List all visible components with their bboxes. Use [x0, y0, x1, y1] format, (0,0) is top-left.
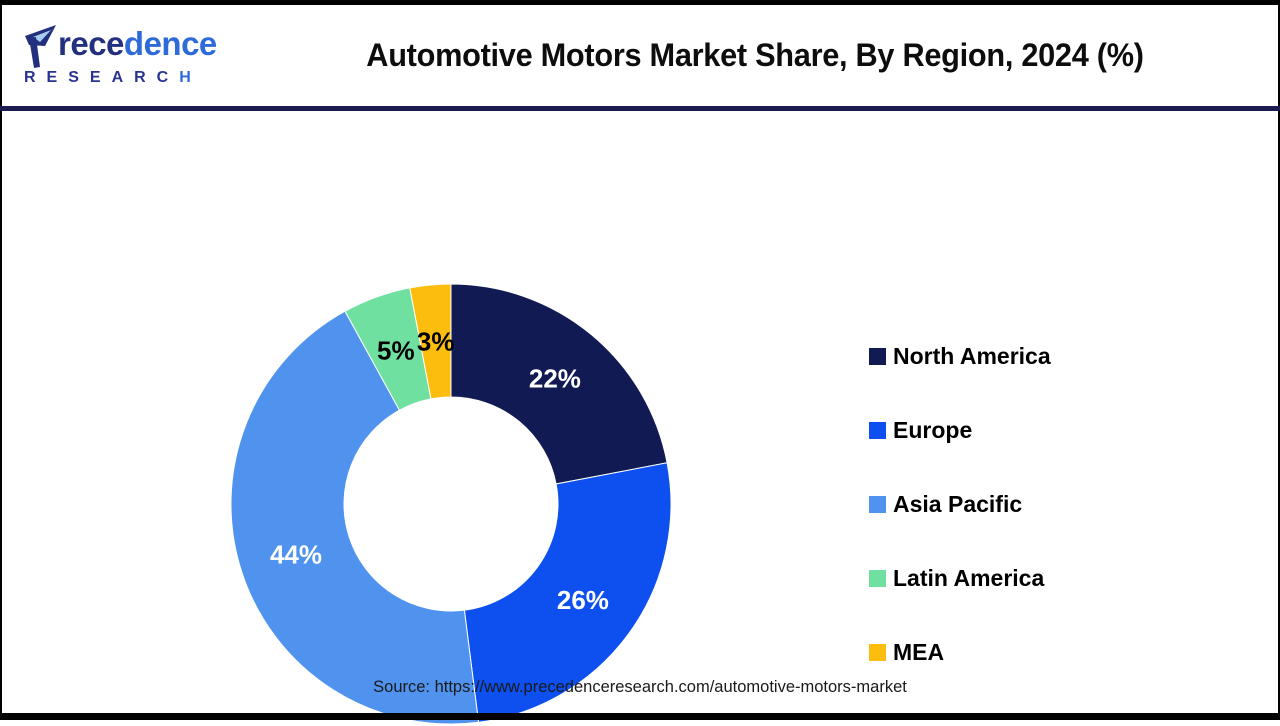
logo-leaf-icon — [25, 25, 56, 68]
slice-label-asia-pacific: 44% — [270, 539, 322, 569]
legend-label-latin-america: Latin America — [893, 565, 1045, 591]
chart-legend: North America Europe Asia Pacific Latin Ame… — [869, 343, 1051, 713]
donut-chart: 22% 26% 44% 5% 3% — [230, 283, 672, 725]
source-citation: Source: https://www.precedenceresearch.c… — [373, 678, 907, 696]
legend-swatch-mea — [869, 644, 886, 661]
header-divider-bar — [0, 106, 1280, 111]
logo-word-blue: dence — [123, 25, 217, 62]
precedence-research-logo: recedence RESEARCH — [24, 24, 230, 87]
slice-label-mea: 3% — [417, 327, 455, 357]
logo-word: recedence — [58, 24, 217, 64]
slice-label-latin-america: 5% — [377, 336, 415, 366]
slice-label-north-america: 22% — [529, 363, 581, 393]
chart-area: 22% 26% 44% 5% 3% North America Europe Asia Pa… — [2, 111, 1278, 725]
donut-slice-mea — [409, 283, 452, 400]
legend-swatch-north-america — [869, 348, 886, 365]
donut-slice-north-america — [450, 283, 668, 485]
logo-subtitle-navy: RESEARC — [24, 69, 180, 86]
legend-item-mea: MEA — [869, 639, 1051, 666]
left-border — [0, 0, 2, 720]
legend-label-asia-pacific: Asia Pacific — [893, 491, 1023, 517]
legend-swatch-asia-pacific — [869, 496, 886, 513]
chart-title: Automotive Motors Market Share, By Regio… — [366, 37, 1144, 73]
legend-item-north-america: North America — [869, 343, 1051, 370]
logo-subtitle: RESEARCH — [24, 69, 230, 87]
logo-word-navy: rece — [58, 25, 124, 62]
legend-item-asia-pacific: Asia Pacific — [869, 491, 1051, 518]
legend-swatch-europe — [869, 422, 886, 439]
legend-item-europe: Europe — [869, 417, 1051, 444]
legend-label-north-america: North America — [893, 343, 1051, 369]
legend-label-mea: MEA — [893, 639, 945, 665]
bottom-border-bar — [0, 713, 1280, 720]
donut-slice-asia-pacific — [230, 310, 480, 725]
logo-wordmark: recedence — [24, 24, 230, 68]
logo-subtitle-blue: H — [179, 69, 202, 86]
legend-swatch-latin-america — [869, 570, 886, 587]
header: recedence RESEARCH Automotive Motors Mar… — [0, 5, 1280, 106]
right-border — [1278, 0, 1280, 720]
slice-label-europe: 26% — [557, 585, 609, 615]
top-border-bar — [0, 0, 1280, 5]
legend-item-latin-america: Latin America — [869, 565, 1051, 592]
legend-label-europe: Europe — [893, 417, 973, 443]
